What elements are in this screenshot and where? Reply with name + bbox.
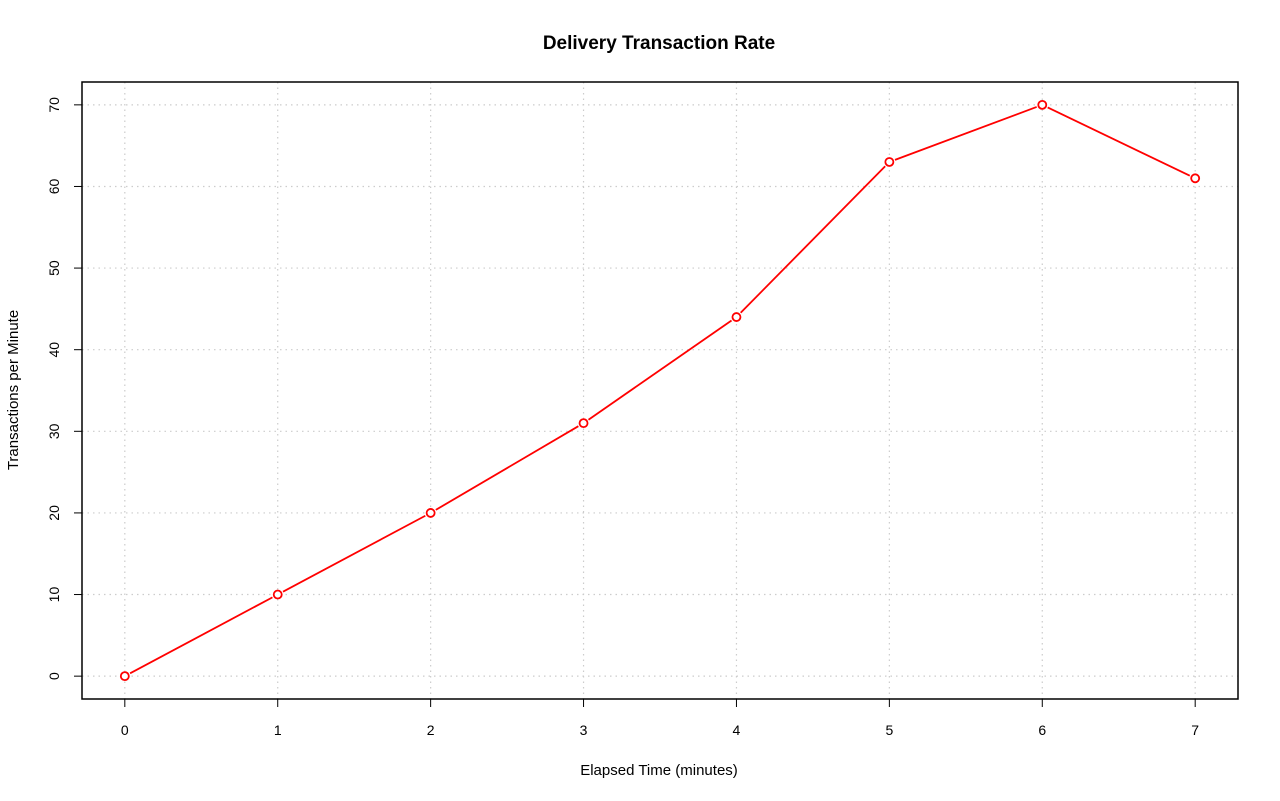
x-axis: 0 1 2 3 4 5 6 7 bbox=[121, 699, 1199, 738]
x-tick-label: 2 bbox=[427, 722, 435, 738]
series-line-segment bbox=[894, 106, 1037, 161]
y-axis-label: Transactions per Minute bbox=[5, 310, 22, 470]
y-tick-label: 20 bbox=[46, 505, 62, 521]
x-tick-label: 0 bbox=[121, 722, 129, 738]
data-point bbox=[425, 508, 436, 518]
series-group bbox=[119, 99, 1201, 682]
y-axis: 0 10 20 30 40 50 60 70 bbox=[46, 97, 82, 680]
y-tick-label: 50 bbox=[46, 260, 62, 276]
x-tick-label: 7 bbox=[1191, 722, 1199, 738]
chart-title: Delivery Transaction Rate bbox=[543, 33, 775, 54]
data-point bbox=[578, 418, 589, 429]
data-point bbox=[731, 312, 742, 322]
y-tick-label: 60 bbox=[46, 178, 62, 194]
y-tick-label: 40 bbox=[46, 342, 62, 358]
x-tick-label: 5 bbox=[885, 722, 893, 738]
data-point bbox=[1037, 99, 1048, 110]
grid-lines bbox=[82, 82, 1238, 699]
x-tick-label: 1 bbox=[274, 722, 282, 738]
x-axis-label: Elapsed Time (minutes) bbox=[580, 762, 738, 779]
series-line-segment bbox=[129, 596, 273, 675]
series-line-segment bbox=[1047, 106, 1191, 177]
plot-frame bbox=[81, 81, 1239, 700]
series-line-segment bbox=[282, 514, 426, 593]
series-line-segment bbox=[740, 165, 886, 314]
series-line-segment bbox=[435, 425, 579, 511]
data-point bbox=[884, 157, 895, 167]
data-point bbox=[272, 589, 283, 600]
y-tick-label: 0 bbox=[46, 672, 62, 680]
x-tick-label: 3 bbox=[580, 722, 588, 738]
y-tick-label: 10 bbox=[46, 587, 62, 603]
data-point bbox=[1190, 173, 1201, 184]
series-line-segment bbox=[587, 319, 733, 421]
y-tick-label: 70 bbox=[46, 97, 62, 113]
x-tick-label: 4 bbox=[733, 722, 741, 738]
y-tick-label: 30 bbox=[46, 423, 62, 439]
data-point bbox=[119, 671, 130, 682]
x-tick-label: 6 bbox=[1038, 722, 1046, 738]
